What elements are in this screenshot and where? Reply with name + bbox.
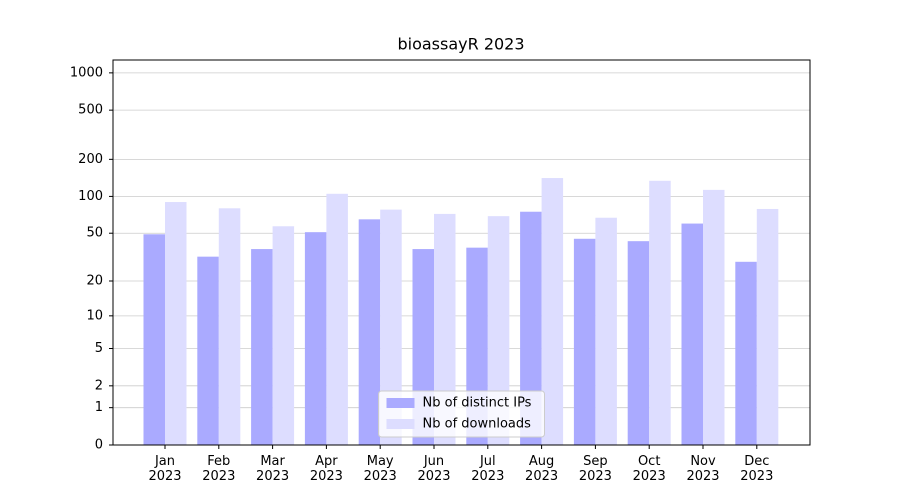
plot-frame xyxy=(112,59,811,446)
bar xyxy=(272,226,295,445)
bar xyxy=(304,232,327,445)
bar xyxy=(735,261,757,445)
bar xyxy=(703,189,725,445)
y-tick-label: 5 xyxy=(95,341,103,356)
bar xyxy=(649,180,671,445)
bar xyxy=(251,249,273,445)
bar xyxy=(595,217,617,445)
y-tick-label: 1 xyxy=(95,400,103,415)
x-tick-label: Aug 2023 xyxy=(525,454,559,484)
legend-label: Nb of downloads xyxy=(423,417,532,432)
x-tick-label: Nov 2023 xyxy=(686,454,720,484)
y-tick-label: 10 xyxy=(86,308,103,323)
bar xyxy=(218,208,241,445)
bar xyxy=(358,219,381,445)
bar xyxy=(520,211,542,445)
x-tick-label: Feb 2023 xyxy=(202,454,236,484)
y-tick-label: 2 xyxy=(95,378,103,393)
bar xyxy=(434,213,456,445)
bar xyxy=(326,193,348,445)
x-tick-label: Apr 2023 xyxy=(309,454,343,484)
x-tick-label: Jun 2023 xyxy=(417,454,451,484)
y-tick-label: 1000 xyxy=(70,65,103,80)
legend-box xyxy=(378,390,545,438)
bar xyxy=(143,234,165,445)
legend-swatch xyxy=(386,419,415,429)
y-tick-label: 50 xyxy=(86,226,103,241)
bar xyxy=(541,178,564,446)
bar xyxy=(165,202,187,445)
y-tick-label: 500 xyxy=(78,103,103,118)
x-tick-label: Jul 2023 xyxy=(471,454,505,484)
bar xyxy=(380,209,402,445)
bar xyxy=(487,216,510,445)
x-tick-label: May 2023 xyxy=(363,454,397,484)
y-tick-label: 100 xyxy=(78,189,103,204)
x-tick-label: Oct 2023 xyxy=(632,454,666,484)
bar xyxy=(197,256,219,445)
bar xyxy=(681,223,703,445)
bar xyxy=(627,241,650,445)
y-tick-label: 200 xyxy=(78,152,103,167)
legend: Nb of distinct IPs Nb of downloads xyxy=(378,390,545,438)
legend-swatch xyxy=(386,398,415,408)
x-tick-label: Mar 2023 xyxy=(256,454,290,484)
bar xyxy=(573,238,596,445)
y-tick-label: 20 xyxy=(86,274,103,289)
bar xyxy=(756,208,779,445)
x-tick-label: Jan 2023 xyxy=(148,454,182,484)
x-tick-label: Sep 2023 xyxy=(578,454,612,484)
legend-label: Nb of distinct IPs xyxy=(423,396,532,411)
y-tick-label: 0 xyxy=(95,438,103,453)
chart-title: bioassayR 2023 xyxy=(397,35,524,54)
x-tick-label: Dec 2023 xyxy=(740,454,774,484)
